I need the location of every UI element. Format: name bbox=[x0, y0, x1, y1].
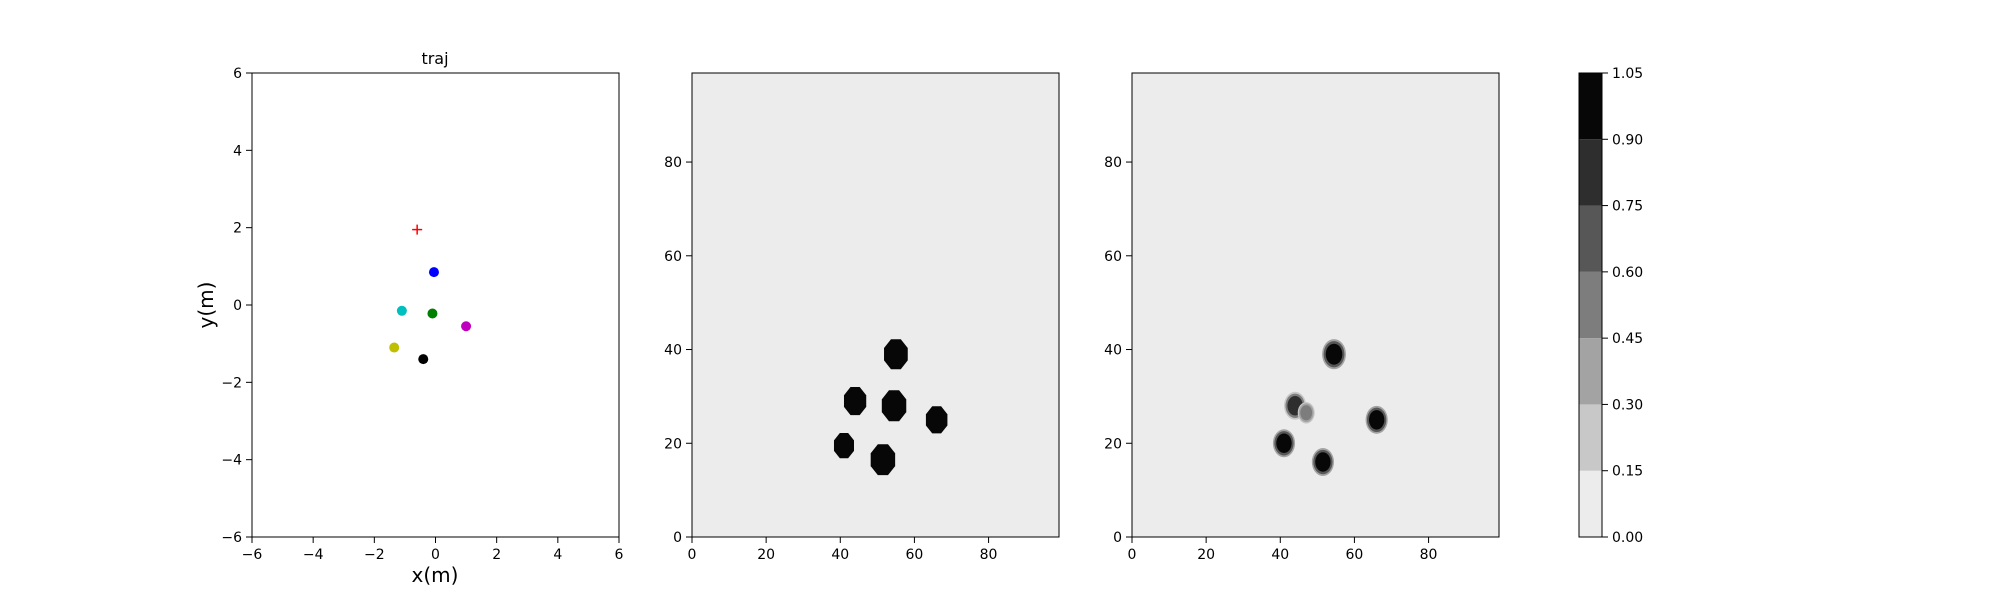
agent-point bbox=[418, 354, 429, 365]
trajectory-y-tick-label: −6 bbox=[221, 530, 242, 546]
heatmap-2-blob bbox=[1272, 429, 1296, 458]
colorbar-tick-label: 0.00 bbox=[1612, 530, 1643, 546]
heatmap-2-blob bbox=[1297, 402, 1315, 424]
trajectory-x-tick-label: 4 bbox=[553, 547, 562, 563]
colorbar-frame bbox=[1578, 72, 1603, 538]
heatmap-1-ticks: 0 20 40 60 80 0 20 40 60 80 bbox=[664, 155, 997, 563]
trajectory-x-tick-label: 2 bbox=[492, 547, 501, 563]
trajectory-points bbox=[389, 224, 472, 365]
colorbar-ticks: 0.00 0.15 0.30 0.45 0.60 0.75 0.90 1.05 bbox=[1602, 66, 1643, 546]
heatmap-1-blob bbox=[925, 406, 948, 434]
heatmap-2-y-tick-label: 80 bbox=[1104, 155, 1122, 171]
occupancy-heatmap-2: 0 20 40 60 80 0 20 40 60 80 bbox=[1104, 72, 1500, 563]
heatmap-2-y-tick-label: 20 bbox=[1104, 436, 1122, 452]
heatmap-1-y-tick-label: 20 bbox=[664, 436, 682, 452]
agent-point bbox=[427, 308, 438, 319]
heatmap-1-blob bbox=[870, 444, 896, 476]
heatmap-2-y-tick-label: 60 bbox=[1104, 249, 1122, 265]
heatmap-2-x-tick-label: 0 bbox=[1128, 547, 1137, 563]
goal-marker bbox=[412, 224, 423, 235]
heatmap-2-frame bbox=[1131, 72, 1500, 538]
colorbar-band bbox=[1579, 470, 1602, 537]
trajectory-ticks: −6 −4 −2 0 2 4 6 −6 −4 −2 0 2 4 6 bbox=[221, 66, 623, 563]
trajectory-subplot: traj −6 −4 −2 0 2 4 6 −6 −4 −2 0 2 4 6 x(m) y(m) bbox=[194, 49, 624, 587]
trajectory-x-tick-label: −4 bbox=[303, 547, 324, 563]
heatmap-1-y-tick-label: 60 bbox=[664, 249, 682, 265]
heatmap-1-blob bbox=[881, 390, 907, 422]
heatmap-1-blobs bbox=[833, 339, 948, 476]
trajectory-y-tick-label: −2 bbox=[221, 375, 242, 391]
agent-point bbox=[428, 267, 439, 278]
colorbar-tick-label: 1.05 bbox=[1612, 66, 1643, 82]
heatmap-1-blob bbox=[884, 339, 908, 370]
heatmap-2-blob bbox=[1311, 447, 1334, 477]
trajectory-x-tick-label: −6 bbox=[242, 547, 263, 563]
colorbar-band bbox=[1579, 404, 1602, 471]
colorbar-tick-label: 0.60 bbox=[1612, 265, 1643, 281]
trajectory-y-tick-label: 0 bbox=[233, 298, 242, 314]
heatmap-1-y-tick-label: 40 bbox=[664, 343, 682, 359]
trajectory-x-tick-label: 6 bbox=[615, 547, 624, 563]
trajectory-x-tick-label: −2 bbox=[364, 547, 385, 563]
trajectory-y-tick-label: 2 bbox=[233, 221, 242, 237]
heatmap-1-x-tick-label: 0 bbox=[688, 547, 697, 563]
heatmap-2-x-tick-label: 40 bbox=[1271, 547, 1289, 563]
heatmap-2-x-tick-label: 20 bbox=[1197, 547, 1215, 563]
colorbar-tick-label: 0.15 bbox=[1612, 464, 1643, 480]
heatmap-2-y-tick-label: 40 bbox=[1104, 343, 1122, 359]
agent-point bbox=[396, 305, 407, 316]
heatmap-1-blob bbox=[843, 387, 867, 416]
colorbar-band bbox=[1579, 73, 1602, 140]
heatmap-1-y-tick-label: 0 bbox=[673, 530, 682, 546]
trajectory-y-tick-label: 6 bbox=[233, 66, 242, 82]
colorbar-tick-label: 0.45 bbox=[1612, 331, 1643, 347]
heatmap-2-blob bbox=[1322, 339, 1346, 370]
colorbar-band bbox=[1579, 205, 1602, 272]
agent-point bbox=[461, 321, 472, 332]
trajectory-plot-frame bbox=[251, 72, 620, 538]
heatmap-1-frame bbox=[691, 72, 1060, 538]
colorbar: 0.00 0.15 0.30 0.45 0.60 0.75 0.90 1.05 bbox=[1578, 66, 1643, 546]
colorbar-band bbox=[1579, 271, 1602, 339]
heatmap-1-x-tick-label: 20 bbox=[757, 547, 775, 563]
heatmap-1-x-tick-label: 60 bbox=[906, 547, 924, 563]
heatmap-1-x-tick-label: 80 bbox=[980, 547, 998, 563]
heatmap-2-blob bbox=[1365, 405, 1388, 434]
heatmap-2-x-tick-label: 60 bbox=[1346, 547, 1364, 563]
trajectory-x-axis-label: x(m) bbox=[412, 563, 459, 587]
colorbar-tick-label: 0.30 bbox=[1612, 397, 1643, 413]
heatmap-1-y-tick-label: 80 bbox=[664, 155, 682, 171]
trajectory-y-tick-label: 4 bbox=[233, 143, 242, 159]
heatmap-2-y-tick-label: 0 bbox=[1113, 530, 1122, 546]
occupancy-heatmap-1: 0 20 40 60 80 0 20 40 60 80 bbox=[664, 72, 1060, 563]
colorbar-tick-label: 0.90 bbox=[1612, 132, 1643, 148]
colorbar-bands bbox=[1579, 73, 1602, 537]
trajectory-y-tick-label: −4 bbox=[221, 453, 242, 469]
heatmap-2-blobs bbox=[1272, 339, 1388, 477]
trajectory-y-axis-label: y(m) bbox=[194, 282, 218, 329]
heatmap-2-ticks: 0 20 40 60 80 0 20 40 60 80 bbox=[1104, 155, 1437, 563]
heatmap-1-blob bbox=[833, 432, 854, 459]
colorbar-tick-label: 0.75 bbox=[1612, 199, 1643, 215]
trajectory-title: traj bbox=[421, 49, 448, 68]
agent-point bbox=[389, 342, 400, 353]
colorbar-band bbox=[1579, 338, 1602, 405]
trajectory-x-tick-label: 0 bbox=[431, 547, 440, 563]
heatmap-1-x-tick-label: 40 bbox=[831, 547, 849, 563]
heatmap-2-x-tick-label: 80 bbox=[1420, 547, 1438, 563]
colorbar-band bbox=[1579, 139, 1602, 206]
